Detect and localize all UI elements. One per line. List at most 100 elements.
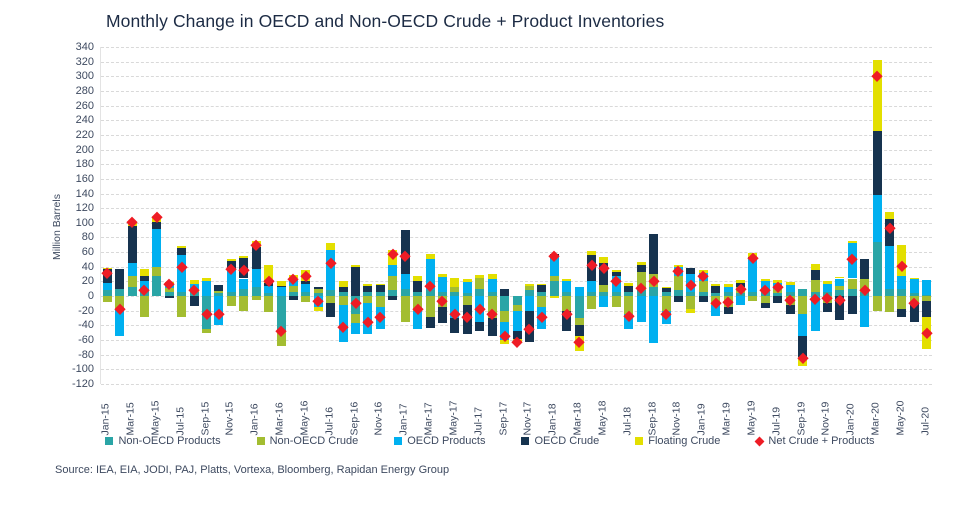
bar-segment-oecd-products <box>897 276 907 290</box>
bar-segment-non-oecd-crude <box>760 296 770 304</box>
bar-segment-oecd-products <box>711 304 721 316</box>
bar-segment-floating-crude <box>524 283 534 286</box>
bar-segment-non-oecd-products <box>425 290 435 297</box>
bar-segment-non-oecd-crude <box>661 296 671 311</box>
bar-segment-oecd-crude <box>773 296 783 304</box>
bar-segment-non-oecd-products <box>835 290 845 297</box>
bar-segment-floating-crude <box>773 279 783 283</box>
bar-segment-non-oecd-crude <box>425 296 435 317</box>
bar-segment-oecd-crude <box>500 288 510 297</box>
bar-segment-non-oecd-crude <box>698 280 708 292</box>
gridline <box>101 266 932 268</box>
bar-segment-floating-crude <box>897 244 907 277</box>
bar-segment-non-oecd-products <box>450 292 460 297</box>
gridline <box>101 384 932 385</box>
bar-segment-non-oecd-crude <box>922 296 932 302</box>
bar-segment-non-oecd-crude <box>127 276 137 288</box>
bar-segment-non-oecd-products <box>872 241 882 297</box>
x-tick-label: Jan-18 <box>546 403 559 436</box>
bar-segment-non-oecd-crude <box>462 296 472 305</box>
bar-segment-non-oecd-products <box>413 292 423 297</box>
bar-segment-non-oecd-products <box>723 292 733 297</box>
y-tick-label: 220 <box>75 128 94 141</box>
y-tick-label: 240 <box>75 114 94 127</box>
bar-segment-oecd-crude <box>450 318 460 333</box>
gridline <box>101 193 932 195</box>
bar-segment-non-oecd-crude <box>288 285 298 292</box>
x-tick-label: Sep-16 <box>348 401 361 436</box>
bar-segment-floating-crude <box>847 241 857 244</box>
bar-segment-non-oecd-products <box>437 291 447 297</box>
gridline <box>101 369 932 371</box>
y-tick-label: 320 <box>75 55 94 68</box>
bar-segment-floating-crude <box>338 281 348 287</box>
chart-plot-area <box>100 47 933 385</box>
bar-segment-oecd-products <box>301 283 311 293</box>
bar-segment-oecd-products <box>239 278 249 289</box>
bar-segment-oecd-crude <box>301 280 311 284</box>
source-note: Source: IEA, EIA, JODI, PAJ, Platts, Vor… <box>55 464 450 476</box>
bar-segment-oecd-crude <box>127 225 137 264</box>
bar-segment-non-oecd-crude <box>885 296 895 313</box>
bar-segment-oecd-products <box>636 296 646 322</box>
legend-label: OECD Crude <box>534 435 600 447</box>
bar-segment-non-oecd-crude <box>549 275 559 282</box>
bar-segment-non-oecd-crude <box>301 296 311 302</box>
bar-segment-oecd-crude <box>760 303 770 308</box>
bar-segment-oecd-crude <box>909 303 919 322</box>
x-tick-label: Mar-15 <box>124 402 137 436</box>
y-tick-label: -80 <box>78 348 94 361</box>
bar-segment-non-oecd-products <box>524 290 534 297</box>
y-tick-label: 340 <box>75 41 94 53</box>
bar-segment-oecd-products <box>562 280 572 292</box>
bar-segment-non-oecd-products <box>624 291 634 297</box>
gridline <box>101 76 932 78</box>
bar-segment-oecd-products <box>251 268 261 288</box>
bar-segment-non-oecd-products <box>698 291 708 297</box>
bar-segment-non-oecd-products <box>512 296 522 305</box>
legend-label: Net Crude + Products <box>768 435 875 447</box>
bar-segment-non-oecd-crude <box>847 278 857 289</box>
bar-segment-non-oecd-products <box>574 296 584 319</box>
bar-segment-floating-crude <box>313 307 323 311</box>
bar-segment-non-oecd-products <box>922 294 932 297</box>
bar-segment-oecd-products <box>810 296 820 332</box>
bar-segment-floating-crude <box>437 274 447 278</box>
bar-segment-oecd-crude <box>785 304 795 314</box>
bar-segment-non-oecd-products <box>214 293 224 297</box>
y-tick-label: -40 <box>78 319 94 332</box>
x-tick-label: Jan-17 <box>397 403 410 436</box>
bar-segment-oecd-crude <box>189 296 199 307</box>
bar-segment-oecd-products <box>909 279 919 294</box>
gridline <box>101 237 932 239</box>
bar-segment-oecd-crude <box>810 269 820 280</box>
bar-segment-oecd-products <box>500 321 510 341</box>
bar-segment-oecd-crude <box>574 325 584 337</box>
gridline <box>101 222 932 224</box>
y-tick-label: 0 <box>87 290 94 303</box>
bar-segment-oecd-products <box>872 194 882 242</box>
bar-segment-oecd-products <box>860 296 870 327</box>
y-tick-label: 280 <box>75 84 94 97</box>
bar-segment-oecd-crude <box>562 310 572 332</box>
bar-segment-non-oecd-crude <box>599 285 609 293</box>
x-tick-label: Jan-19 <box>695 403 708 436</box>
bar-segment-floating-crude <box>587 251 596 256</box>
y-tick-label: 120 <box>75 202 94 215</box>
bar-segment-floating-crude <box>636 262 646 265</box>
bar-segment-oecd-crude <box>152 222 162 230</box>
x-tick-label: May-18 <box>596 400 609 436</box>
x-tick-label: Nov-15 <box>223 401 236 436</box>
bar-segment-floating-crude <box>549 296 559 299</box>
bar-segment-floating-crude <box>711 283 721 286</box>
bar-segment-non-oecd-crude <box>611 296 621 308</box>
x-tick-label: May-15 <box>149 400 162 436</box>
gridline <box>101 252 932 254</box>
bar-segment-oecd-crude <box>413 281 423 293</box>
bar-segment-oecd-crude <box>636 264 646 272</box>
bar-segment-floating-crude <box>760 278 770 282</box>
bar-segment-floating-crude <box>450 277 460 287</box>
bar-segment-oecd-crude <box>723 307 733 315</box>
bar-segment-non-oecd-products <box>736 293 746 297</box>
bar-segment-oecd-products <box>822 283 832 293</box>
